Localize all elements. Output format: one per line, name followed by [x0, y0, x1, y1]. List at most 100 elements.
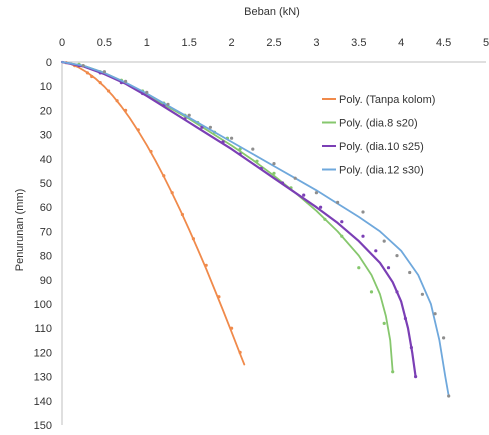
x-axis-ticks: 0 0.5 1 1.5 2 2.5 3 3.5 4 4.5 5: [59, 37, 489, 49]
series-group: [60, 60, 418, 379]
data-point: [115, 99, 119, 103]
data-point: [85, 71, 89, 75]
data-point: [369, 290, 374, 294]
legend-label: Poly. (dia.12 s30): [339, 165, 424, 177]
data-point: [238, 350, 242, 354]
data-point: [238, 152, 242, 156]
data-point: [259, 166, 263, 171]
x-tick-label: 1.5: [182, 37, 197, 49]
data-point: [162, 104, 166, 108]
y-tick-label: 80: [40, 251, 52, 263]
series-trendline: [61, 61, 450, 397]
x-tick-label: 0: [59, 37, 65, 49]
data-point: [403, 316, 407, 321]
data-point: [136, 128, 140, 132]
y-tick-label: 0: [46, 57, 52, 69]
data-point: [340, 220, 344, 224]
series-group: [61, 61, 246, 366]
data-point: [323, 217, 327, 221]
data-point: [191, 237, 195, 241]
data-point: [382, 239, 386, 243]
data-point: [145, 90, 149, 94]
data-point: [319, 205, 323, 209]
data-point: [442, 336, 446, 340]
data-point: [102, 70, 106, 74]
data-point: [433, 312, 437, 316]
data-point: [180, 212, 184, 217]
data-point: [90, 74, 94, 79]
data-point: [293, 176, 297, 180]
data-point: [208, 125, 212, 129]
data-point: [357, 266, 361, 270]
y-tick-label: 140: [34, 396, 52, 408]
data-point: [204, 263, 208, 267]
data-point: [200, 125, 204, 129]
legend-label: Poly. (Tanpa kolom): [339, 94, 435, 106]
data-point: [124, 79, 128, 83]
data-point: [272, 171, 276, 175]
y-tick-label: 100: [34, 299, 52, 311]
data-point: [255, 159, 259, 163]
data-point: [238, 147, 242, 151]
data-point: [447, 394, 451, 398]
x-tick-label: 4: [398, 37, 404, 49]
y-tick-label: 120: [34, 347, 52, 359]
data-point: [302, 193, 306, 197]
y-tick-label: 110: [34, 323, 52, 335]
legend-label: Poly. (dia.10 s25): [339, 141, 424, 153]
x-tick-label: 3.5: [351, 37, 366, 49]
data-point: [187, 113, 191, 117]
data-point: [272, 162, 276, 166]
data-point: [81, 64, 85, 68]
data-point: [361, 210, 365, 214]
data-point: [183, 117, 187, 121]
y-tick-label: 50: [40, 178, 52, 190]
x-tick-label: 3: [313, 37, 319, 49]
data-point: [382, 321, 386, 325]
data-point: [162, 174, 166, 178]
data-point: [149, 149, 153, 154]
data-point: [340, 234, 344, 238]
legend-label: Poly. (dia.8 s20): [339, 118, 418, 130]
y-axis-title: Penurunan (mm): [14, 189, 26, 272]
y-tick-label: 10: [40, 81, 52, 93]
data-point: [414, 375, 418, 379]
series-group: [61, 61, 395, 374]
y-tick-label: 30: [40, 130, 52, 142]
y-axis-ticks: 0 10 20 30 40 50 60 70 80 90 100 110 120 130 140 150: [34, 57, 52, 432]
x-tick-label: 2: [229, 37, 235, 49]
data-point: [166, 102, 170, 106]
data-point: [314, 191, 318, 195]
y-tick-label: 70: [40, 226, 52, 238]
data-point: [280, 181, 285, 185]
y-tick-label: 40: [40, 154, 52, 166]
data-point: [230, 136, 234, 140]
data-point: [420, 292, 424, 296]
data-point: [336, 200, 340, 204]
y-tick-label: 150: [34, 420, 52, 432]
y-tick-label: 90: [40, 275, 52, 287]
series-trendline: [61, 61, 394, 373]
data-point: [124, 108, 128, 112]
x-tick-label: 4.5: [436, 37, 451, 49]
x-tick-label: 2.5: [266, 37, 281, 49]
x-tick-label: 0.5: [97, 37, 112, 49]
y-tick-label: 20: [40, 105, 52, 117]
x-axis-title: Beban (kN): [244, 6, 300, 18]
data-point: [391, 370, 395, 374]
data-point: [408, 270, 412, 275]
x-tick-label: 5: [483, 37, 489, 49]
data-point: [374, 249, 378, 253]
data-point: [170, 191, 174, 195]
y-tick-label: 130: [34, 372, 52, 384]
data-point: [221, 140, 225, 144]
data-point: [395, 290, 399, 294]
series-trendline: [61, 61, 246, 366]
series-group: [61, 61, 451, 398]
y-tick-label: 60: [40, 202, 52, 214]
x-tick-label: 1: [144, 37, 150, 49]
data-point: [251, 147, 255, 151]
series-trendline: [60, 60, 417, 378]
data-point: [98, 81, 102, 85]
